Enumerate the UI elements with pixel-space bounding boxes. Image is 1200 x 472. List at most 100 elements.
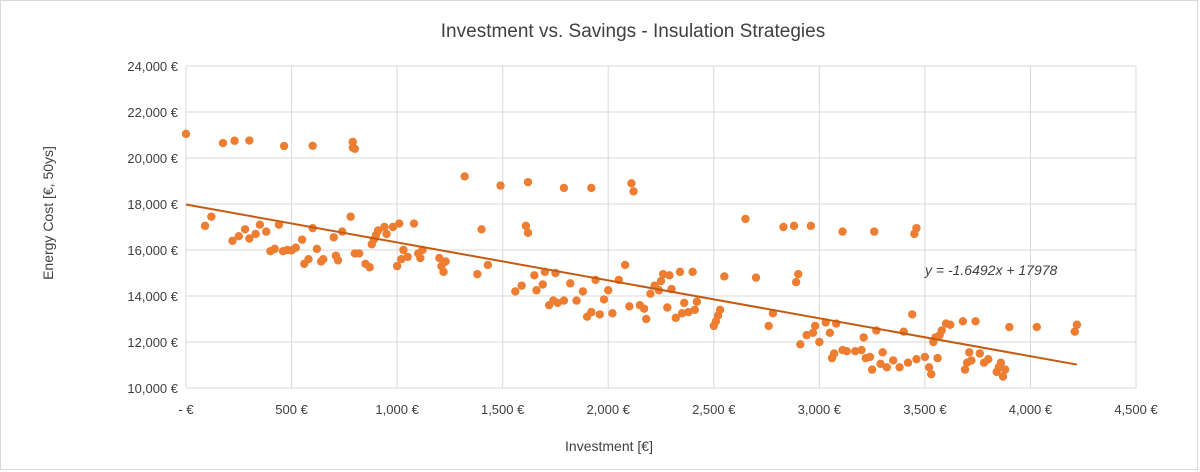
data-point — [851, 347, 860, 356]
data-point — [373, 226, 383, 235]
data-point — [971, 317, 980, 326]
data-point — [656, 276, 666, 286]
data-point — [245, 136, 254, 145]
data-point — [889, 356, 898, 365]
chart-title: Investment vs. Savings - Insulation Stra… — [441, 21, 825, 42]
data-point — [587, 183, 596, 193]
y-tick-label: 10,000 € — [127, 381, 178, 396]
data-point — [933, 353, 942, 363]
data-point — [808, 328, 818, 337]
data-point — [658, 269, 668, 279]
data-point — [274, 220, 284, 229]
x-tick-label: 2,000 € — [587, 402, 631, 417]
data-point — [441, 257, 450, 266]
data-point — [599, 295, 609, 304]
data-point — [530, 271, 539, 280]
data-point — [297, 235, 307, 244]
data-point — [416, 253, 425, 263]
data-point — [538, 280, 547, 289]
data-point — [741, 214, 750, 224]
data-point — [473, 269, 482, 279]
data-points — [181, 129, 1082, 381]
data-point — [975, 349, 984, 358]
data-point — [1000, 365, 1010, 374]
data-point — [806, 221, 816, 231]
data-point — [218, 138, 228, 148]
trendline-equation: y = -1.6492x + 17978 — [924, 262, 1058, 278]
x-tick-label: 2,500 € — [692, 402, 736, 417]
data-point — [532, 286, 541, 295]
x-tick-label: - € — [178, 402, 194, 417]
data-point — [865, 352, 875, 362]
data-point — [829, 349, 839, 358]
data-point — [677, 309, 687, 318]
data-point — [924, 363, 934, 372]
data-point — [553, 298, 562, 308]
data-point — [794, 269, 803, 279]
x-tick-label: 500 € — [275, 402, 308, 417]
data-point — [578, 287, 588, 296]
y-axis-tick-labels: 10,000 € 12,000 € 14,000 € 16,000 € 18,000 €… — [127, 59, 178, 396]
data-point — [439, 267, 448, 277]
data-point — [403, 252, 412, 262]
data-point — [409, 219, 419, 228]
data-point — [304, 255, 313, 264]
data-point — [511, 287, 520, 296]
data-point — [958, 317, 968, 326]
x-axis-tick-labels: - € 500 € 1,000 € 1,500 € 2,000 € 2,500 € 3,00… — [178, 402, 1158, 417]
data-point — [399, 245, 408, 255]
data-point — [240, 225, 250, 234]
y-axis-label: Energy Cost [€, 50ys] — [40, 146, 56, 280]
data-point — [521, 221, 531, 231]
data-point — [870, 227, 879, 236]
data-point — [308, 141, 317, 151]
data-point — [920, 352, 930, 362]
data-point — [642, 314, 651, 324]
data-point — [802, 330, 811, 340]
y-tick-label: 16,000 € — [127, 243, 178, 258]
data-point — [625, 302, 634, 311]
data-point — [496, 181, 505, 190]
data-point — [1032, 322, 1041, 332]
data-point — [688, 267, 697, 277]
data-point — [262, 227, 271, 236]
data-point — [587, 307, 596, 317]
data-point — [354, 249, 364, 258]
x-tick-label: 3,500 € — [903, 402, 947, 417]
trendline — [185, 203, 1078, 366]
data-point — [867, 365, 877, 374]
data-point — [937, 326, 946, 335]
data-point — [996, 358, 1006, 367]
data-point — [690, 305, 699, 314]
y-tick-label: 12,000 € — [127, 335, 178, 350]
data-point — [380, 222, 389, 232]
data-point — [230, 136, 239, 145]
data-point — [842, 347, 851, 356]
x-tick-label: 4,000 € — [1009, 402, 1053, 417]
data-point — [876, 359, 885, 369]
trendline-group — [185, 203, 1078, 366]
x-axis-label: Investment [€] — [565, 438, 653, 454]
data-point — [319, 255, 328, 264]
data-point — [200, 221, 210, 231]
data-point — [333, 256, 343, 265]
data-point — [857, 345, 866, 355]
y-tick-label: 20,000 € — [127, 151, 178, 166]
data-point — [684, 307, 693, 317]
data-point — [483, 260, 493, 270]
data-point — [181, 129, 191, 139]
data-point — [965, 348, 974, 357]
data-point — [566, 279, 575, 288]
data-point — [523, 177, 533, 187]
data-point — [946, 320, 955, 329]
data-point — [460, 172, 469, 181]
data-point — [346, 212, 355, 221]
data-point — [912, 223, 921, 233]
data-point — [629, 187, 638, 196]
data-point — [329, 233, 338, 242]
data-point — [838, 227, 847, 236]
data-point — [395, 219, 404, 228]
gridlines — [185, 65, 1137, 389]
data-point — [279, 141, 289, 151]
